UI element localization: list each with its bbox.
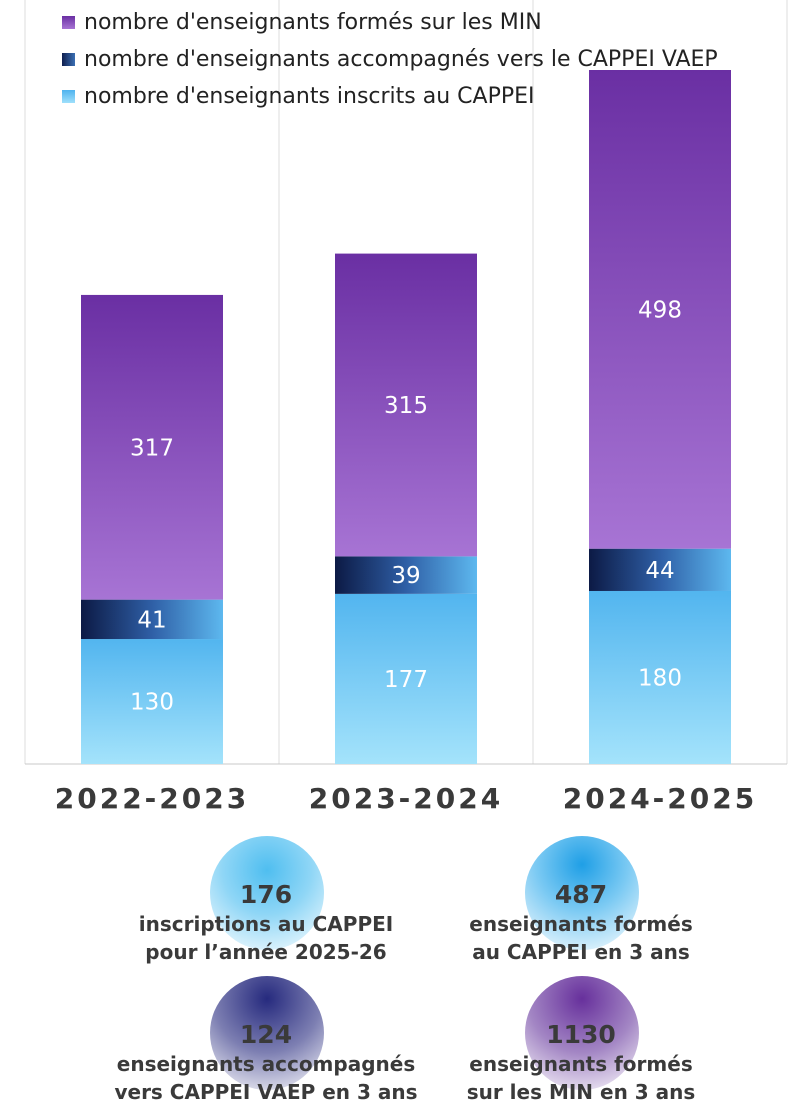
- stat-card-inscriptions: 176 inscriptions au CAPPEI pour l’année …: [106, 836, 426, 966]
- data-label: 498: [638, 297, 682, 323]
- stat-card-min: 1130 enseignants formés sur les MIN en 3…: [421, 976, 741, 1106]
- data-label: 44: [645, 558, 674, 584]
- stat-label-line1: enseignants accompagnés: [116, 1052, 416, 1076]
- bar-segment-min: [335, 253, 477, 557]
- x-tick-label: 2023-2024: [308, 782, 504, 815]
- bar-segment-cappei: [335, 593, 477, 764]
- x-tick-label: 2024-2025: [562, 782, 758, 815]
- bar-segment-cappei: [589, 590, 731, 764]
- legend-label-min: nombre d'enseignants formés sur les MIN: [84, 10, 542, 35]
- data-label: 130: [130, 690, 174, 716]
- stacked-bar-chart: 130 41 317 177 39 315 180 44 498: [24, 0, 788, 765]
- legend-label-vaep: nombre d'enseignants accompagnés vers le…: [84, 47, 718, 72]
- data-label: 39: [391, 563, 420, 589]
- stat-label-line1: enseignants formés: [469, 912, 693, 936]
- bar-segment-cappei: [81, 639, 223, 764]
- stat-value: 176: [239, 880, 293, 909]
- stat-label-line1: enseignants formés: [469, 1052, 693, 1076]
- legend-swatch-min: [62, 16, 75, 29]
- stat-value: 1130: [546, 1020, 616, 1049]
- legend-item-vaep: nombre d'enseignants accompagnés vers le…: [62, 41, 718, 78]
- legend-swatch-cappei: [62, 90, 75, 103]
- data-label: 180: [638, 665, 682, 691]
- stat-value: 487: [554, 880, 608, 909]
- legend-label-cappei: nombre d'enseignants inscrits au CAPPEI: [84, 84, 535, 109]
- bar-segment-min: [589, 70, 731, 549]
- bar-segment-vaep: [81, 599, 223, 640]
- bar-segment-vaep: [589, 548, 731, 591]
- stat-label-line2: vers CAPPEI VAEP en 3 ans: [114, 1080, 418, 1104]
- stat-label-line2: au CAPPEI en 3 ans: [472, 940, 690, 964]
- stat-bubble: [525, 976, 639, 1090]
- stat-label-line2: pour l’année 2025-26: [145, 940, 387, 964]
- stat-value: 124: [239, 1020, 293, 1049]
- x-tick-label: 2022-2023: [54, 782, 250, 815]
- legend-swatch-vaep: [62, 53, 75, 66]
- stat-card-vaep: 124 enseignants accompagnés vers CAPPEI …: [106, 976, 426, 1106]
- stat-bubble: [210, 836, 324, 950]
- chart-legend: nombre d'enseignants formés sur les MIN …: [62, 4, 718, 115]
- data-label: 317: [130, 435, 174, 461]
- stat-label-line2: sur les MIN en 3 ans: [466, 1080, 696, 1104]
- bar-segment-vaep: [335, 556, 477, 594]
- bar-segment-min: [81, 294, 223, 600]
- data-label: 177: [384, 667, 428, 693]
- legend-item-min: nombre d'enseignants formés sur les MIN: [62, 4, 718, 41]
- stat-card-cappei-trained: 487 enseignants formés au CAPPEI en 3 an…: [421, 836, 741, 966]
- stat-label-line1: inscriptions au CAPPEI: [138, 912, 394, 936]
- stat-bubble: [210, 976, 324, 1090]
- data-label: 41: [137, 607, 166, 633]
- legend-item-cappei: nombre d'enseignants inscrits au CAPPEI: [62, 78, 718, 115]
- stat-bubble: [525, 836, 639, 950]
- data-label: 315: [384, 393, 428, 419]
